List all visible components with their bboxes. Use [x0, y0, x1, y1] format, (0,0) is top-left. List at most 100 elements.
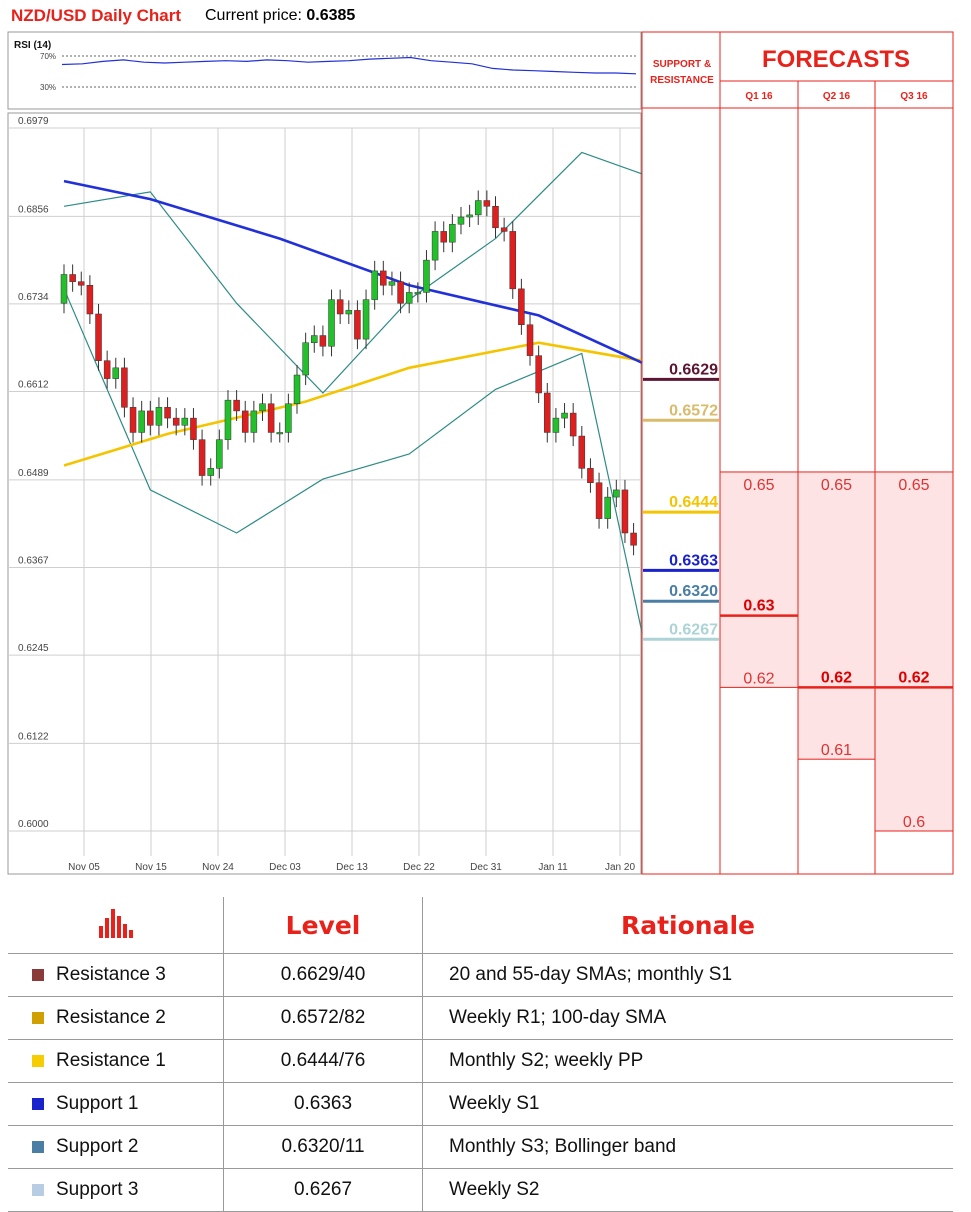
rationale-row: Resistance 1 0.6444/76 Monthly S2; weekly … [8, 1039, 953, 1083]
candle-body [500, 227, 508, 232]
current-price: Current price: 0.6385 [205, 7, 355, 25]
y-tick-label: 0.6122 [18, 731, 49, 742]
rsi-70-label: 70% [40, 52, 56, 61]
level-name: Resistance 1 [56, 1050, 166, 1071]
level-color-swatch [32, 1184, 44, 1196]
candle-body [621, 489, 629, 534]
grid [8, 127, 641, 856]
candle-body [492, 206, 499, 229]
y-tick-label: 0.6856 [18, 204, 49, 215]
sma-yellow-line [63, 341, 643, 467]
level-rationale-cell: 20 and 55-day SMAs; monthly S1 [422, 953, 953, 997]
level-rationale-cell: Weekly S1 [422, 1082, 953, 1126]
candle-body [129, 407, 137, 433]
level-value-cell: 0.6363 [223, 1082, 423, 1126]
sr-header-line1: SUPPORT & [653, 59, 711, 70]
level-rationale-cell: Monthly S2; weekly PP [422, 1039, 953, 1083]
candle-body [526, 324, 534, 356]
sr-header-line2: RESISTANCE [650, 75, 714, 86]
candle-body [457, 216, 465, 225]
candle-body [155, 407, 163, 426]
candle-body [293, 374, 301, 404]
level-label: 0.6572 [669, 402, 718, 419]
candle-body [216, 439, 223, 469]
candle-body [509, 231, 517, 290]
candle-body [345, 310, 353, 315]
level-value-cell: 0.6320/11 [223, 1125, 423, 1169]
level-label: 0.6629 [669, 361, 718, 378]
forecast-high-label: 0.65 [743, 477, 774, 494]
forecast-median-label: 0.63 [743, 598, 774, 615]
candle-body [328, 299, 335, 347]
candle-body [172, 417, 180, 426]
candle-body [259, 403, 266, 412]
candle-body [405, 292, 413, 304]
candle-body [60, 274, 68, 304]
candle-body [138, 410, 145, 433]
rationale-header-row: Level Rationale [8, 897, 953, 954]
x-tick-label: Nov 15 [135, 862, 167, 873]
quarter-headers: Q1 16 Q2 16 Q3 16 [745, 91, 928, 102]
level-color-swatch [32, 1141, 44, 1153]
sma-blue-line [63, 179, 643, 364]
x-tick-label: Nov 24 [202, 862, 234, 873]
y-axis-ticks: 0.6979 0.6856 0.6734 0.6612 0.6489 0.6367 0.62… [18, 116, 49, 830]
candle-body [354, 310, 361, 340]
rationale-header-rationale: Rationale [422, 897, 953, 954]
forecast-low-label: 0.6 [903, 814, 925, 831]
candle-body [190, 417, 197, 440]
candle-body [587, 468, 594, 483]
candle-body [233, 399, 240, 412]
candle-body [267, 403, 275, 433]
candle-body [388, 281, 396, 286]
candle-body [569, 412, 577, 437]
candle-body [595, 482, 603, 519]
candle-body [431, 231, 439, 261]
y-tick-label: 0.6367 [18, 555, 49, 566]
candle-body [552, 417, 560, 433]
level-rationale-cell: Weekly S2 [422, 1168, 953, 1212]
level-value-cell: 0.6444/76 [223, 1039, 423, 1083]
y-tick-label: 0.6000 [18, 819, 49, 830]
level-label: 0.6267 [669, 621, 718, 638]
x-tick-label: Jan 20 [605, 862, 635, 873]
candle-body [449, 223, 456, 243]
y-tick-label: 0.6612 [18, 380, 49, 391]
level-color-swatch [32, 969, 44, 981]
candle-body [198, 439, 206, 476]
candle-body [613, 489, 620, 498]
level-name: Support 3 [56, 1179, 139, 1200]
candle-body [397, 281, 404, 304]
candle-body [440, 231, 447, 243]
candle-body [241, 410, 249, 433]
forecast-low-label: 0.61 [821, 742, 852, 759]
candle-body [69, 274, 76, 282]
candle-body [164, 407, 171, 419]
y-tick-label: 0.6489 [18, 468, 49, 479]
level-name: Support 2 [56, 1136, 139, 1157]
level-name-cell: Resistance 1 [8, 1039, 224, 1083]
level-value-cell: 0.6267 [223, 1168, 423, 1212]
bollinger-lower-line [63, 288, 643, 634]
level-rationale-cell: Weekly R1; 100-day SMA [422, 996, 953, 1040]
candle-body [466, 214, 473, 218]
rationale-row: Resistance 3 0.6629/40 20 and 55-day SMAs;… [8, 953, 953, 997]
level-name: Resistance 3 [56, 964, 166, 985]
forecast-median-label: 0.62 [821, 669, 852, 686]
chart-canvas: RSI (14) 70% 30% 0.6979 0.6856 0.6734 0.661… [7, 31, 954, 875]
current-price-value: 0.6385 [306, 7, 356, 24]
forecast-ranges: 0.65 0.63 0.62 0.65 0.62 0.61 0.65 0.62 0.6 [719, 471, 954, 832]
bar-chart-icon [98, 909, 133, 938]
forecast-high-label: 0.65 [821, 477, 852, 494]
level-name: Resistance 2 [56, 1007, 166, 1028]
y-tick-label: 0.6979 [18, 116, 49, 127]
level-color-swatch [32, 1055, 44, 1067]
candle-body [181, 417, 189, 426]
candle-body [414, 292, 422, 295]
forecasts-title: FORECASTS [762, 46, 910, 73]
level-name-cell: Support 1 [8, 1082, 224, 1126]
level-value-cell: 0.6572/82 [223, 996, 423, 1040]
x-tick-label: Jan 11 [538, 862, 568, 873]
candle-body [362, 299, 370, 340]
forecast-range-box [719, 471, 799, 688]
